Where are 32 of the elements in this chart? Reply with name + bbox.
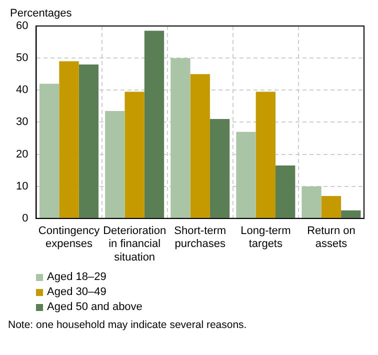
bar <box>210 118 230 218</box>
bar <box>302 186 322 218</box>
x-tick-label: Long-term targets <box>240 225 291 250</box>
bar <box>236 132 256 218</box>
bar <box>341 210 361 218</box>
text: Note: one household may indicate several reasons. <box>8 319 248 331</box>
bar <box>59 61 79 218</box>
bar <box>40 84 60 218</box>
x-tick-label: Deterioration in financial situation <box>103 225 166 264</box>
bar <box>78 64 99 218</box>
bar <box>170 58 190 218</box>
bar <box>256 92 276 218</box>
y-tick-label: 20 <box>16 148 28 160</box>
y-tick-label: 60 <box>16 20 28 32</box>
legend-label: Aged 50 and above <box>47 300 142 315</box>
y-tick-label: 30 <box>16 116 28 128</box>
legend-label: Aged 30–49 <box>47 285 106 300</box>
y-axis-title: Percentages <box>10 8 72 20</box>
y-tick-label: 10 <box>16 180 28 192</box>
y-tick-label: 0 <box>22 212 28 224</box>
bar <box>190 74 210 218</box>
bar <box>124 92 144 218</box>
bar <box>321 196 342 218</box>
legend-label: Aged 18–29 <box>47 270 106 285</box>
bar <box>276 165 296 218</box>
x-tick-label: Short-term purchases <box>174 225 226 250</box>
bar <box>105 110 125 218</box>
y-tick-label: 40 <box>16 84 28 96</box>
x-tick-label: Contingency expenses <box>38 225 100 250</box>
x-tick-label: Return on assets <box>307 225 356 250</box>
y-tick-label: 50 <box>16 52 28 64</box>
bar <box>144 30 164 218</box>
